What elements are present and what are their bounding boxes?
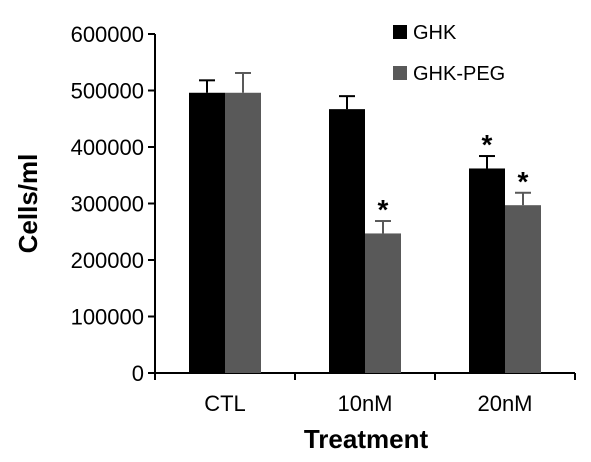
bar-ghk-ctl xyxy=(189,92,225,373)
y-tick-label: 0 xyxy=(132,361,144,386)
bar-ghk-peg-ctl xyxy=(225,92,261,373)
legend-swatch xyxy=(393,66,407,80)
legend-label: GHK xyxy=(413,22,457,44)
y-axis-title: Cells/ml xyxy=(13,154,43,254)
x-tick-label: 10nM xyxy=(337,391,392,416)
bar-ghk-10nm xyxy=(329,109,365,374)
y-axis: 0 100000 200000 300000 400000 500000 600000 xyxy=(71,22,156,386)
bar-ghk-peg-20nm xyxy=(505,205,541,373)
y-tick-label: 300000 xyxy=(71,192,144,217)
bar-ghk-20nm xyxy=(469,168,505,373)
y-tick-label: 200000 xyxy=(71,248,144,273)
significance-star: * xyxy=(518,166,529,197)
y-tick-label: 400000 xyxy=(71,135,144,160)
bars: * * * xyxy=(189,71,541,374)
x-tick-label: 20nM xyxy=(477,391,532,416)
y-tick-label: 100000 xyxy=(71,305,144,330)
x-axis-title: Treatment xyxy=(304,424,429,454)
legend: GHK GHK-PEG xyxy=(393,22,505,85)
y-tick-label: 500000 xyxy=(71,79,144,104)
x-tick-label: CTL xyxy=(204,391,246,416)
y-tick-label: 600000 xyxy=(71,22,144,47)
bar-ghk-peg-10nm xyxy=(365,233,401,373)
legend-label: GHK-PEG xyxy=(413,63,505,85)
significance-star: * xyxy=(378,194,389,225)
legend-swatch xyxy=(393,25,407,39)
x-axis: CTL 10nM 20nM xyxy=(154,372,576,416)
significance-star: * xyxy=(482,129,493,160)
